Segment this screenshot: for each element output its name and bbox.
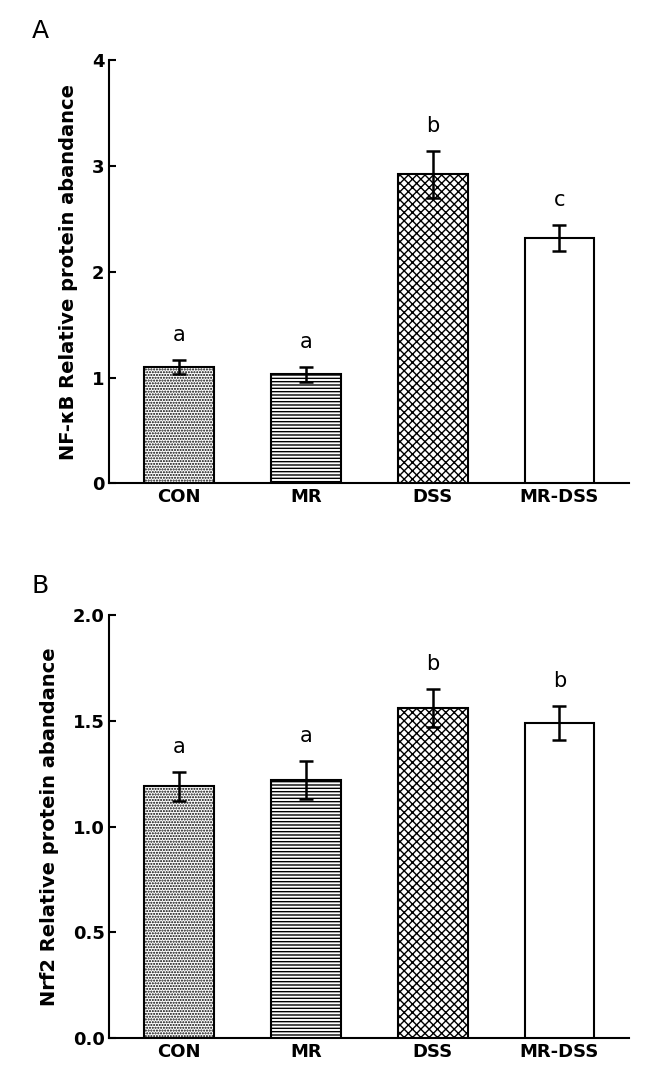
Text: b: b [426,116,439,136]
Text: a: a [173,737,185,756]
Bar [525,238,594,484]
Bar [398,708,467,1039]
Bar [525,723,594,1039]
Text: a: a [300,332,312,352]
Bar [144,367,214,484]
Text: b: b [426,655,439,674]
Bar [271,780,341,1039]
Text: A: A [31,19,49,43]
Text: a: a [173,325,185,345]
Text: b: b [552,671,566,691]
Bar [271,374,341,484]
Text: a: a [300,726,312,747]
Bar [398,174,467,484]
Text: c: c [554,190,566,210]
Text: B: B [31,573,49,598]
Y-axis label: Nrf2 Relative protein abandance: Nrf2 Relative protein abandance [40,647,58,1006]
Bar [144,787,214,1039]
Y-axis label: NF-κB Relative protein abandance: NF-κB Relative protein abandance [59,83,78,460]
